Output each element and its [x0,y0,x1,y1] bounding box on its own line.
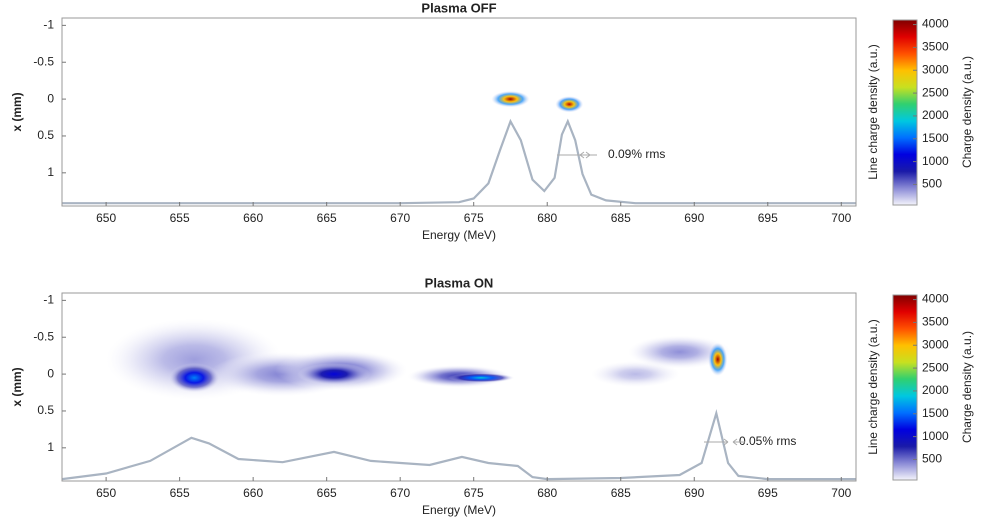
x-tick-label: 685 [611,211,631,225]
x-tick-label: 650 [96,486,116,500]
plot-area [62,90,856,205]
x-tick-label: 680 [537,486,557,500]
x-tick-label: 650 [96,211,116,225]
x-tick-label: 690 [684,211,704,225]
x-tick-label: 660 [243,211,263,225]
x-tick-label: 675 [464,211,484,225]
charge-blob [297,363,371,386]
x-tick-label: 680 [537,211,557,225]
x-tick-label: 695 [758,211,778,225]
charge-blob [491,90,530,108]
y-tick-label: 0.5 [37,128,54,142]
plot-frame [61,17,857,207]
annotation-arrowhead [579,151,585,159]
charge-blob [628,335,732,369]
charge-blob [447,372,515,383]
annotation-arrowhead [732,438,738,446]
x-tick-label: 675 [464,486,484,500]
plot-frame [61,292,857,482]
colorbar-tick-label: 2500 [922,360,949,374]
colorbar-tick-label: 1500 [922,131,949,145]
colorbar-tick-label: 4000 [922,292,949,306]
x-axis-label: Energy (MeV) [422,228,496,242]
y-tick-label: 1 [47,440,54,454]
annotation: 0.05% rms [739,434,796,448]
colorbar-tick-label: 2000 [922,383,949,397]
x-tick-label: 700 [831,486,851,500]
x-tick-label: 670 [390,486,410,500]
plot-area [62,318,856,481]
colorbar-tick-label: 1000 [922,154,949,168]
charge-blob [591,361,680,388]
y2-axis-label: Line charge density (a.u.) [866,319,880,454]
y-tick-label: 0.5 [37,403,54,417]
chart-title: Plasma ON [425,275,494,290]
line-charge-profile [62,118,856,205]
colorbar-label: Charge density (a.u.) [960,331,974,443]
x-tick-label: 655 [170,486,190,500]
colorbar-tick-label: 1000 [922,429,949,443]
annotation-arrowhead [723,438,729,446]
colorbar [892,294,918,481]
x-tick-label: 695 [758,486,778,500]
x-tick-label: 685 [611,486,631,500]
x-tick-label: 665 [317,211,337,225]
colorbar-tick-label: 3500 [922,315,949,329]
x-axis-label: Energy (MeV) [422,503,496,517]
y-tick-label: -1 [43,18,54,32]
y-tick-label: 0 [47,91,54,105]
colorbar-tick-label: 2500 [922,85,949,99]
x-tick-label: 670 [390,211,410,225]
y-tick-label: 1 [47,165,54,179]
colorbar-tick-label: 4000 [922,17,949,31]
y-tick-label: -0.5 [33,54,54,68]
x-tick-label: 700 [831,211,851,225]
x-tick-label: 690 [684,486,704,500]
colorbar-tick-label: 1500 [922,406,949,420]
x-tick-label: 655 [170,211,190,225]
colorbar-tick-label: 3000 [922,337,949,351]
x-tick-label: 665 [317,486,337,500]
y-axis-label: x (mm) [10,92,24,131]
charge-blob [168,363,221,393]
colorbar-tick-label: 3500 [922,40,949,54]
chart-title: Plasma OFF [421,0,496,15]
x-tick-label: 660 [243,486,263,500]
colorbar-tick-label: 3000 [922,62,949,76]
colorbar-tick-label: 500 [922,452,942,466]
y2-axis-label: Line charge density (a.u.) [866,44,880,179]
annotation: 0.09% rms [608,147,665,161]
colorbar [892,19,918,206]
y-tick-label: -0.5 [33,329,54,343]
y-axis-label: x (mm) [10,367,24,406]
y-tick-label: -1 [43,293,54,307]
colorbar-tick-label: 500 [922,177,942,191]
colorbar-tick-label: 2000 [922,108,949,122]
colorbar-label: Charge density (a.u.) [960,56,974,168]
charge-blob [708,342,728,376]
line-charge-profile [62,409,856,481]
charge-blob [555,96,584,113]
y-tick-label: 0 [47,366,54,380]
